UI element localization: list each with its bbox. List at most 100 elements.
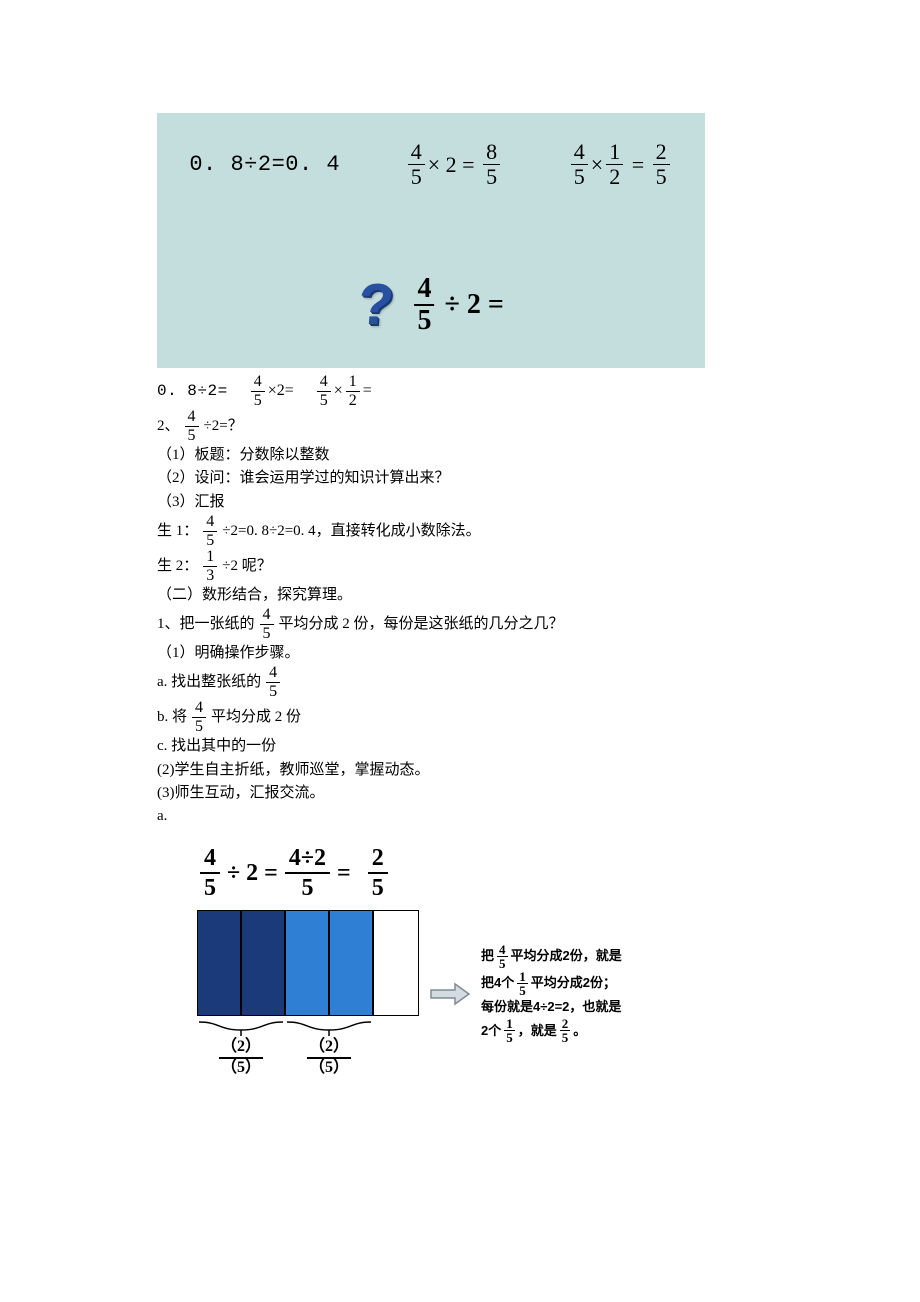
bar-chart (197, 910, 419, 1016)
text: 0. 8÷2= (157, 379, 228, 404)
brace-label: （2）（5） (285, 1038, 373, 1077)
student-1: 生 1： 4 5 ÷2=0. 8÷2=0. 4，直接转化成小数除法。 (157, 514, 763, 549)
step-b: b. 将 4 5 平均分成 2 份 (157, 700, 763, 735)
text: = (363, 379, 372, 404)
line: （2）设问：谁会运用学过的知识计算出来？ (157, 467, 763, 490)
denominator: 5 (317, 392, 331, 409)
numerator: 2 (368, 846, 388, 874)
denominator: 5 (653, 165, 670, 188)
fraction: 4÷2 5 (285, 846, 330, 900)
oral-calc-row: 0. 8÷2= 4 5 ×2= 4 5 × 1 2 = (157, 374, 763, 409)
fraction: 4 5 (185, 409, 199, 444)
text: 平均分成 2 份 (211, 706, 301, 729)
line: (2)学生自主折纸，教师巡堂，掌握动态。 (157, 759, 763, 782)
denominator: 2 (606, 165, 623, 188)
bar-segment (286, 911, 330, 1015)
line: a. (157, 805, 763, 828)
step-a: a. 找出整张纸的 4 5 (157, 665, 763, 700)
bar-group: （2）（5）（2）（5） (197, 910, 419, 1077)
brace-icon (285, 1020, 373, 1036)
fraction: 1 2 (606, 141, 623, 188)
fraction: 4 5 (415, 275, 435, 335)
brace-icon (197, 1020, 285, 1036)
brace-labels: （2）（5）（2）（5） (197, 1038, 373, 1077)
bar-segment (242, 911, 286, 1015)
hero-eq2: 4 5 × 2 = 8 5 (405, 141, 503, 188)
fraction: 4 5 (497, 943, 508, 970)
fraction: 4 5 (192, 700, 206, 735)
numerator: 2 (560, 1017, 571, 1031)
denominator: 5 (560, 1031, 571, 1044)
numerator: 1 (504, 1017, 515, 1031)
fraction: 4 5 (260, 607, 274, 642)
denominator: 5 (260, 625, 274, 642)
denominator: 5 (203, 532, 217, 549)
numerator: 4 (571, 141, 588, 165)
fraction: 4 5 (317, 374, 331, 409)
numerator: 4 (260, 607, 274, 625)
line: c. 找出其中的一份 (157, 735, 763, 758)
denominator: 5 (297, 874, 317, 900)
denominator: 3 (203, 567, 217, 584)
denominator: 5 (415, 306, 435, 335)
fraction: 2 5 (560, 1017, 571, 1044)
text: × (591, 152, 603, 178)
denominator: 5 (517, 984, 528, 997)
text: 2、 (157, 415, 180, 438)
hero-eq3: 4 5 × 1 2 = 2 5 (568, 141, 673, 188)
expl-line4: 2个 1 5 ，就是 2 5 。 (481, 1017, 661, 1044)
text: 平均分成 2 份，每份是这张纸的几分之几？ (279, 613, 564, 636)
denominator: 5 (368, 874, 388, 900)
text: 把 (481, 946, 494, 967)
fraction: 1 3 (203, 549, 217, 584)
text: ×2= (268, 379, 294, 404)
denominator: 5 (571, 165, 588, 188)
fraction: 4 5 (203, 514, 217, 549)
fraction: 8 5 (483, 141, 500, 188)
text: 生 1： (157, 520, 198, 543)
numerator: 4 (317, 374, 331, 392)
denominator: 5 (497, 957, 508, 970)
numerator: 4 (266, 665, 280, 683)
numerator: 8 (483, 141, 500, 165)
hero-question: ? 4 5 ÷ 2 = (358, 271, 504, 338)
numerator: 4 (497, 943, 508, 957)
chart-row: （2）（5）（2）（5） 把 4 5 平均分成2份，就是 把4个 (157, 910, 705, 1077)
numerator: 1 (517, 970, 528, 984)
line: （3）汇报 (157, 491, 763, 514)
student-2: 生 2： 1 3 ÷2 呢？ (157, 549, 763, 584)
body-text: 0. 8÷2= 4 5 ×2= 4 5 × 1 2 = (157, 374, 763, 828)
text: × 2 = (428, 152, 475, 178)
denominator: 5 (185, 427, 199, 444)
text: 把4个 (481, 973, 514, 994)
numerator: 4 (251, 374, 265, 392)
denominator: 5 (504, 1031, 515, 1044)
expl-line2: 把4个 1 5 平均分成2份； (481, 970, 661, 997)
denominator: 5 (266, 683, 280, 700)
line: （二）数形结合，探究算理。 (157, 584, 763, 607)
fraction: 4 5 (266, 665, 280, 700)
expl-line1: 把 4 5 平均分成2份，就是 (481, 943, 661, 970)
bar-segment (330, 911, 374, 1015)
numerator: 4 (185, 409, 199, 427)
section-2: 2、 4 5 ÷2=？ (157, 409, 763, 444)
bar-segment (374, 911, 418, 1015)
text: ÷ 2 = (227, 860, 278, 887)
fraction: 1 5 (504, 1017, 515, 1044)
text: ÷ 2 = (445, 289, 504, 321)
fraction: 2 5 (653, 141, 670, 188)
numerator: 4 (415, 275, 435, 306)
numerator: 1 (346, 374, 360, 392)
line: (3)师生互动，汇报交流。 (157, 782, 763, 805)
line: （1）板题：分数除以整数 (157, 444, 763, 467)
line: （1）明确操作步骤。 (157, 642, 763, 665)
fraction: 2 5 (368, 846, 388, 900)
text: b. 将 (157, 706, 187, 729)
text: 平均分成2份，就是 (511, 946, 622, 967)
chart-equation: 4 5 ÷ 2 = 4÷2 5 = 2 5 (197, 846, 705, 900)
text: 生 2： (157, 555, 198, 578)
hero-eq1: 0. 8÷2 =0. 4 (189, 152, 340, 177)
bar-chart-panel: 4 5 ÷ 2 = 4÷2 5 = 2 5 （2）（5）（2）（5） (157, 846, 705, 1077)
text: 0. 8÷2 (189, 152, 271, 177)
text: = (632, 152, 644, 178)
